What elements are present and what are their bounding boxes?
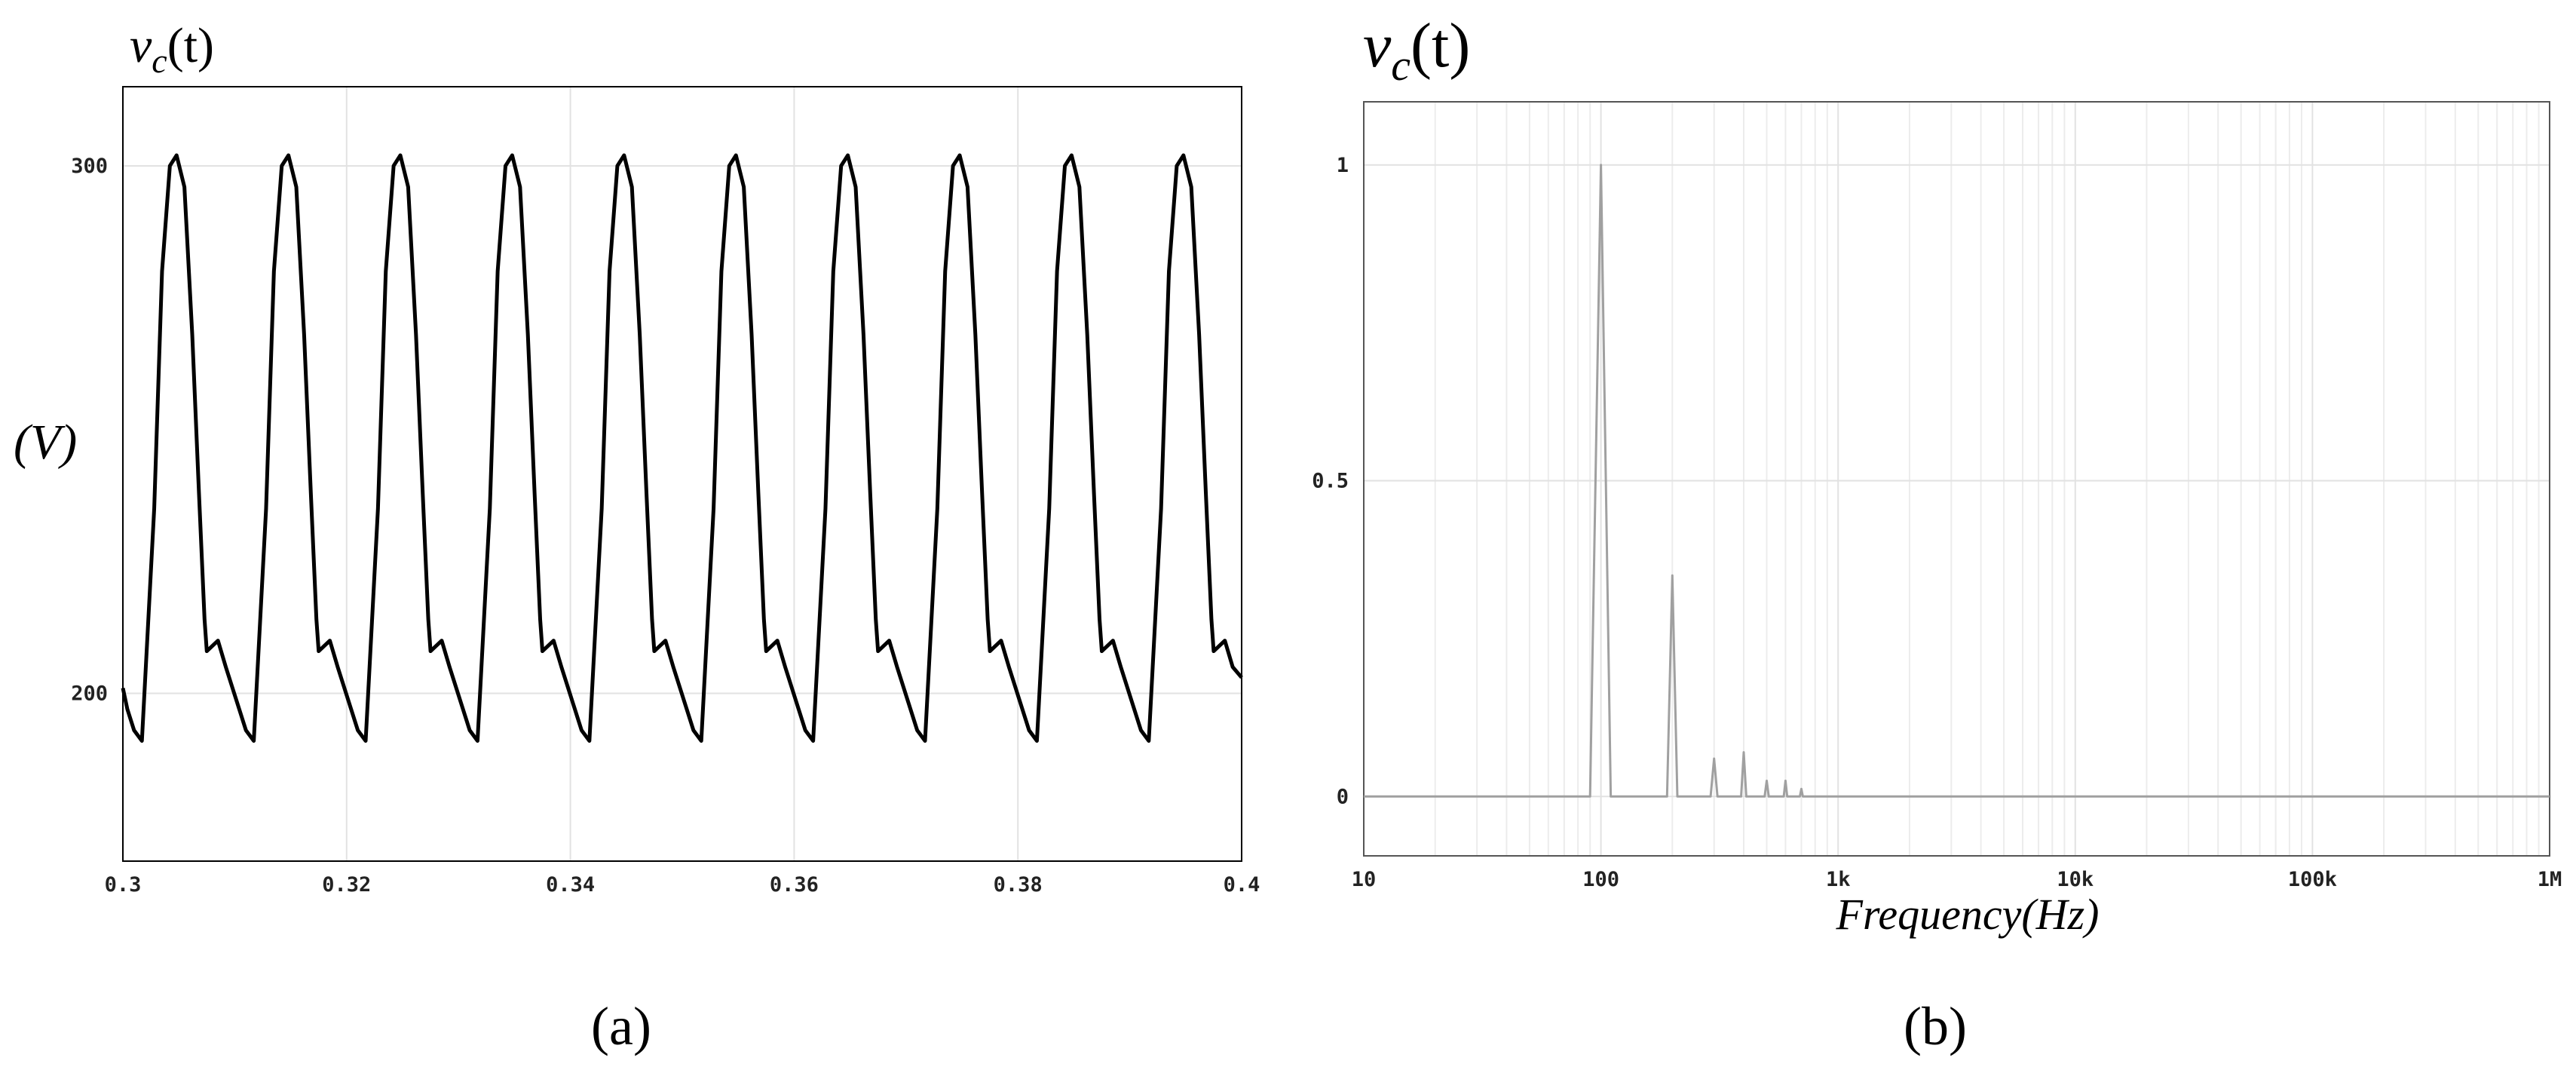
x-tick-label: 0.3 <box>105 873 142 897</box>
x-tick-label: 1k <box>1826 868 1851 891</box>
title-symbol: v <box>130 18 152 73</box>
x-tick-label: 0.36 <box>770 873 819 897</box>
data-line <box>121 153 1243 743</box>
plot-frame <box>122 86 1242 862</box>
panel-label: (a) <box>591 996 651 1056</box>
y-tick-label: 0 <box>1337 785 1349 808</box>
y-tick-label: 200 <box>71 682 108 706</box>
x-tick-label: 10k <box>2057 868 2094 891</box>
x-tick-label: 0.38 <box>994 873 1043 897</box>
y-axis-label: (V) <box>14 415 77 470</box>
data-line <box>1364 164 2550 798</box>
x-axis-label: Frequency(Hz) <box>1836 890 2100 939</box>
y-tick-label: 0.5 <box>1312 470 1349 493</box>
title-subscript: c <box>152 41 167 80</box>
title-subscript: c <box>1391 41 1411 90</box>
title-symbol: v <box>1363 11 1392 81</box>
title-argument: (t) <box>1411 11 1470 81</box>
title-argument: (t) <box>167 18 214 73</box>
x-tick-label: 100k <box>2288 868 2337 891</box>
x-tick-label: 100 <box>1582 868 1619 891</box>
panel-label: (b) <box>1904 996 1967 1056</box>
x-tick-label: 0.4 <box>1224 873 1260 897</box>
title-b: vc(t) <box>1363 11 1470 90</box>
y-tick-label: 300 <box>71 155 108 178</box>
y-tick-label: 1 <box>1337 154 1349 177</box>
title-a: vc(t) <box>130 18 214 80</box>
plot-frame <box>1363 101 2550 857</box>
x-tick-label: 1M <box>2538 868 2562 891</box>
x-tick-label: 0.32 <box>322 873 371 897</box>
x-tick-label: 0.34 <box>546 873 595 897</box>
x-tick-label: 10 <box>1352 868 1377 891</box>
